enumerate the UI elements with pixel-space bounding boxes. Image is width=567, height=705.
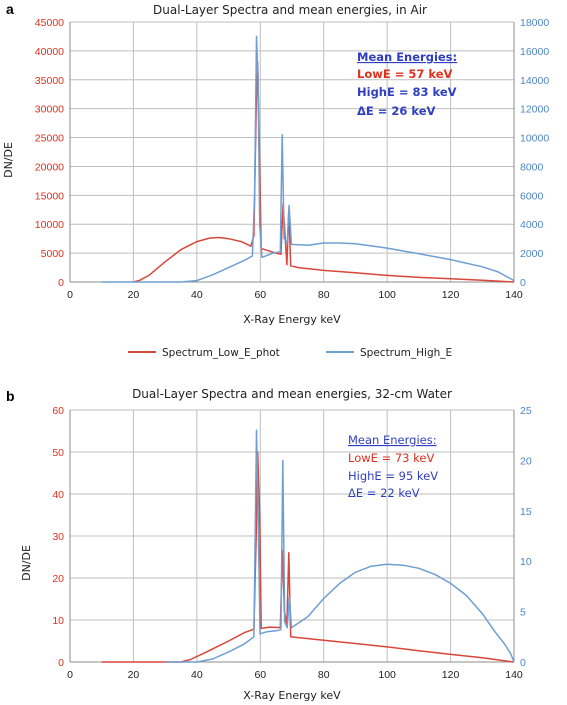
y-left-tick-label: 35000: [35, 75, 64, 87]
y-left-tick-label: 20: [52, 573, 64, 585]
panel-label-b: b: [6, 388, 15, 404]
x-tick-label: 20: [128, 289, 140, 301]
ticks-b: 0 20 40 60 80 100 120 1400102030405060051015202…: [52, 405, 532, 681]
legend-label-high: Spectrum_High_E: [360, 347, 452, 359]
y-right-tick-label: 12000: [520, 104, 549, 116]
y-right-tick-label: 6000: [520, 190, 544, 202]
annotation-low-b: LowE = 73 keV: [348, 451, 434, 465]
annotation-delta-b: ΔE = 22 keV: [348, 486, 420, 500]
y-left-tick-label: 40000: [35, 46, 64, 58]
panel-label-a: a: [6, 1, 14, 17]
y-right-tick-label: 18000: [520, 17, 549, 29]
y-left-tick-label: 60: [52, 405, 64, 417]
annotation-heading-a: Mean Energies:: [357, 50, 457, 64]
legend-label-low: Spectrum_Low_E_phot: [162, 347, 280, 359]
y-left-tick-label: 20000: [35, 161, 64, 173]
y-right-tick-label: 20: [520, 455, 532, 467]
y-left-tick-label: 25000: [35, 133, 64, 145]
y-left-tick-label: 50: [52, 447, 64, 459]
x-axis-label-a: X-Ray Energy keV: [243, 313, 341, 326]
series-lines-a: [101, 35, 515, 283]
x-tick-label: 0: [67, 289, 73, 301]
series-line-high-e: [165, 429, 515, 663]
y-right-tick-label: 25: [520, 405, 532, 417]
y-left-tick-label: 0: [58, 657, 64, 669]
y-left-tick-label: 30: [52, 531, 64, 543]
chart-panel-b: b Dual-Layer Spectra and mean energies, …: [6, 387, 532, 702]
y-left-tick-label: 0: [58, 277, 64, 289]
x-tick-label: 100: [378, 289, 396, 301]
x-tick-label: 140: [505, 289, 523, 301]
y-right-tick-label: 0: [520, 657, 526, 669]
annotation-high-a: HighE = 83 keV: [357, 85, 457, 99]
y-left-tick-label: 40: [52, 489, 64, 501]
mean-energies-annotation-a: Mean Energies: LowE = 57 keV HighE = 83 …: [357, 50, 457, 118]
y-left-tick-label: 15000: [35, 190, 64, 202]
x-axis-label-b: X-Ray Energy keV: [243, 689, 341, 702]
chart-title-b: Dual-Layer Spectra and mean energies, 32…: [132, 387, 452, 401]
y-right-tick-label: 2000: [520, 248, 544, 260]
x-tick-label: 40: [191, 669, 203, 681]
chart-panel-a: a Dual-Layer Spectra and mean energies, …: [2, 1, 549, 359]
x-tick-label: 120: [442, 669, 460, 681]
x-tick-label: 80: [318, 289, 330, 301]
x-tick-label: 60: [254, 669, 266, 681]
annotation-heading-b: Mean Energies:: [348, 433, 437, 447]
x-tick-label: 100: [378, 669, 396, 681]
annotation-delta-a: ΔE = 26 keV: [357, 104, 436, 118]
x-tick-label: 40: [191, 289, 203, 301]
series-line-high-e: [101, 35, 515, 283]
y-left-tick-label: 5000: [41, 248, 65, 260]
x-tick-label: 20: [128, 669, 140, 681]
y-axis-label-b: DN/DE: [20, 545, 33, 581]
y-right-tick-label: 15: [520, 506, 532, 518]
x-tick-label: 60: [254, 289, 266, 301]
x-tick-label: 140: [505, 669, 523, 681]
y-right-tick-label: 14000: [520, 75, 549, 87]
y-right-tick-label: 0: [520, 277, 526, 289]
y-axis-label-a: DN/DE: [2, 142, 15, 178]
annotation-low-a: LowE = 57 keV: [357, 67, 452, 81]
legend: Spectrum_Low_E_phot Spectrum_High_E: [128, 347, 452, 359]
y-left-tick-label: 10000: [35, 219, 64, 231]
y-left-tick-label: 10: [52, 615, 64, 627]
annotation-high-b: HighE = 95 keV: [348, 469, 438, 483]
x-tick-label: 0: [67, 669, 73, 681]
y-left-tick-label: 30000: [35, 104, 64, 116]
series-line-low-e: [133, 61, 515, 283]
y-right-tick-label: 5: [520, 607, 526, 619]
y-right-tick-label: 16000: [520, 46, 549, 58]
ticks-a: 0 20 40 60 80 100 120 1400500010000150002000025…: [35, 17, 550, 301]
y-left-tick-label: 45000: [35, 17, 64, 29]
y-right-tick-label: 4000: [520, 219, 544, 231]
x-tick-label: 120: [442, 289, 460, 301]
y-right-tick-label: 10: [520, 556, 532, 568]
grid-a: [69, 21, 515, 283]
y-right-tick-label: 10000: [520, 133, 549, 145]
y-right-tick-label: 8000: [520, 161, 544, 173]
series-lines-b: [101, 429, 515, 663]
mean-energies-annotation-b: Mean Energies: LowE = 73 keV HighE = 95 …: [348, 433, 438, 500]
x-tick-label: 80: [318, 669, 330, 681]
chart-title-a: Dual-Layer Spectra and mean energies, in…: [153, 3, 427, 17]
